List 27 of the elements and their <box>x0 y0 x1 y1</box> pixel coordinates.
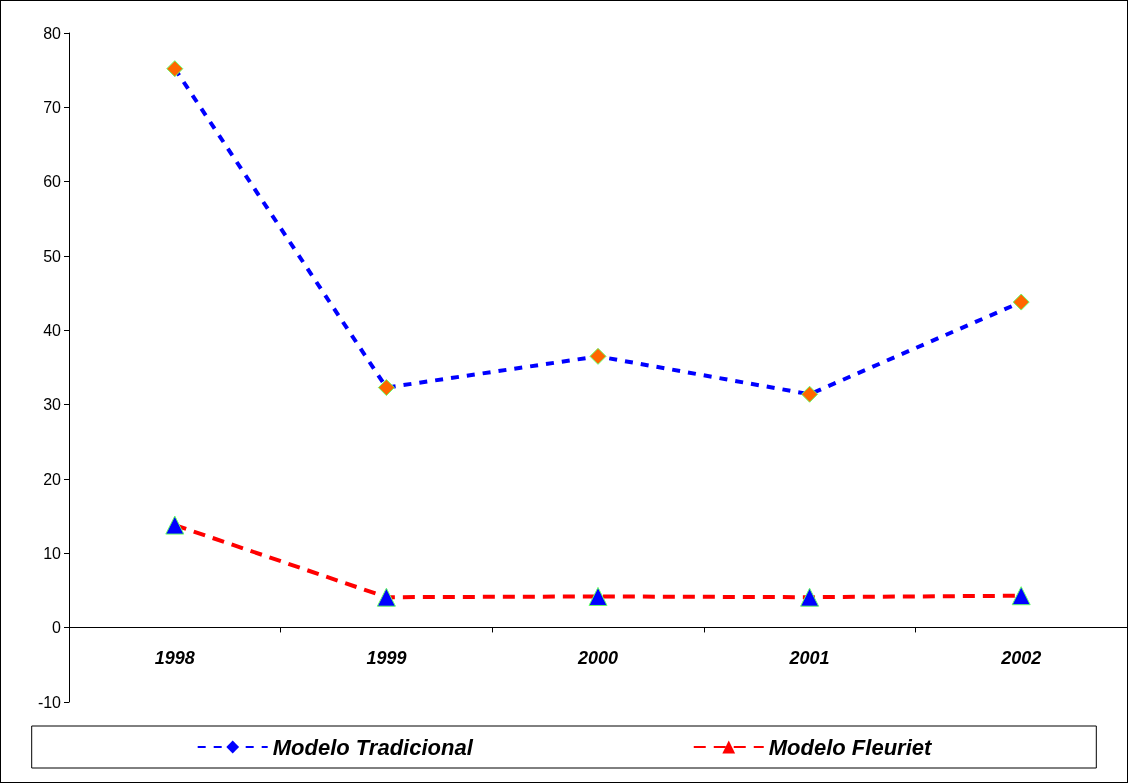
point <box>1012 293 1030 311</box>
point <box>377 379 395 397</box>
y-tick-label: 20 <box>43 470 62 488</box>
point <box>801 385 819 403</box>
point <box>588 586 608 606</box>
point <box>800 587 820 607</box>
legend-label: Modelo Fleuriet <box>768 734 933 760</box>
y-tick-label: 0 <box>52 619 62 637</box>
point <box>376 587 396 607</box>
x-tick-label: 1998 <box>154 648 195 669</box>
y-tick-label: 70 <box>43 98 62 116</box>
point <box>165 515 185 535</box>
point <box>166 60 184 78</box>
x-tick-label: 2002 <box>1000 648 1042 669</box>
y-tick-label: 30 <box>43 396 62 414</box>
y-tick-label: 10 <box>43 544 62 562</box>
y-tick-label: 50 <box>43 247 62 265</box>
y-tick-label: 60 <box>43 173 62 191</box>
y-tick-label: 40 <box>43 321 62 339</box>
y-tick-label: -10 <box>37 693 62 711</box>
point <box>1011 586 1031 606</box>
x-tick-label: 2001 <box>788 648 830 669</box>
x-tick-label: 2000 <box>576 648 619 669</box>
y-tick-label: 80 <box>43 24 62 42</box>
legend-label: Modelo Tradicional <box>272 734 474 760</box>
point <box>589 347 607 365</box>
x-tick-label: 1999 <box>366 648 407 669</box>
